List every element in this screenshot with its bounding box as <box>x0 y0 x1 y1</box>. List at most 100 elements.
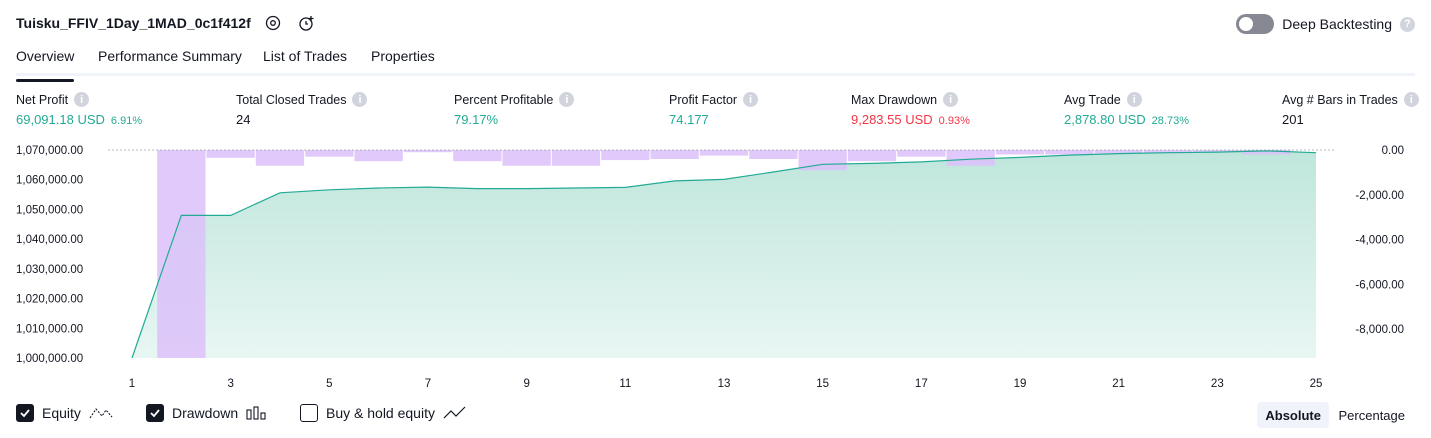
equity-area <box>132 150 1316 358</box>
x-tick-label: 13 <box>718 378 731 390</box>
drawdown-bar <box>305 150 354 157</box>
x-tick-label: 11 <box>619 378 631 390</box>
tab-list-of-trades[interactable]: List of Trades <box>263 48 348 64</box>
stats-row: Net Profit i 69,091.18 USD 6.91% Total Clo… <box>16 92 1419 132</box>
y-left-tick-label: 1,050,000.00 <box>16 204 83 216</box>
x-tick-label: 9 <box>523 378 529 390</box>
equity-line-icon <box>89 408 113 419</box>
y-right-tick-label: -6,000.00 <box>1355 279 1404 291</box>
checkbox-drawdown[interactable] <box>146 404 164 422</box>
x-tick-label: 21 <box>1112 378 1125 390</box>
x-tick-label: 25 <box>1310 378 1323 390</box>
drawdown-bar <box>847 150 897 162</box>
tab-performance-summary[interactable]: Performance Summary <box>98 48 242 64</box>
info-icon[interactable]: i <box>559 92 575 107</box>
y-left-tick-label: 1,000,000.00 <box>16 353 83 365</box>
info-icon[interactable]: i <box>74 92 90 107</box>
stat-avg-bars: Avg # Bars in Trades i 201 <box>1282 92 1419 127</box>
drawdown-bar <box>1242 150 1291 155</box>
help-icon[interactable]: ? <box>1400 16 1415 32</box>
stat-percent: 28.73% <box>1151 115 1189 127</box>
y-left-tick-label: 1,020,000.00 <box>16 294 83 306</box>
x-tick-label: 5 <box>326 378 332 390</box>
legend-label: Buy & hold equity <box>326 405 435 421</box>
stat-percent: 6.91% <box>110 115 143 127</box>
x-tick-label: 15 <box>816 378 829 390</box>
stat-value: 74.177 <box>669 112 709 127</box>
legend-label: Equity <box>42 405 81 421</box>
drawdown-bar <box>749 150 798 159</box>
stat-value: 79.17% <box>454 112 499 127</box>
legend-drawdown[interactable]: Drawdown <box>146 404 268 422</box>
x-tick-label: 17 <box>915 378 928 390</box>
percentage-button[interactable]: Percentage <box>1338 407 1406 423</box>
y-right-tick-label: 0.00 <box>1382 145 1404 157</box>
info-icon[interactable]: i <box>1126 92 1142 107</box>
stat-value: 24 <box>236 112 251 127</box>
info-icon[interactable]: i <box>1403 92 1419 107</box>
line-chart-icon <box>443 406 466 419</box>
strategy-title: Tuisku_FFIV_1Day_1MAD_0c1f412f <box>16 15 251 31</box>
tab-properties[interactable]: Properties <box>371 48 435 64</box>
equity-line <box>131 150 1317 359</box>
drawdown-bar <box>946 150 995 166</box>
bar-chart-icon <box>246 406 266 420</box>
drawdown-bar <box>354 150 403 162</box>
info-icon[interactable]: i <box>943 92 959 107</box>
info-icon[interactable]: i <box>352 92 368 107</box>
stat-value: 9,283.55 USD <box>851 112 933 127</box>
stat-value: 69,091.18 USD <box>16 112 105 127</box>
deep-backtesting-toggle[interactable] <box>1236 14 1275 34</box>
strategy-header: Tuisku_FFIV_1Day_1MAD_0c1f412f Deep Back… <box>16 12 1415 36</box>
alarm-add-icon[interactable] <box>296 12 318 34</box>
stat-net-profit: Net Profit i 69,091.18 USD 6.91% <box>16 92 142 127</box>
drawdown-bar <box>453 150 502 162</box>
stat-value: 201 <box>1282 112 1304 127</box>
drawdown-bar <box>650 150 699 159</box>
y-left-tick-label: 1,030,000.00 <box>16 264 83 276</box>
stat-max-drawdown: Max Drawdown i 9,283.55 USD 0.93% <box>851 92 970 127</box>
y-left-tick-label: 1,070,000.00 <box>16 145 83 157</box>
stat-percent-profitable: Percent Profitable i 79.17% <box>454 92 575 127</box>
stat-label: Percent Profitable <box>454 92 554 107</box>
stat-label: Profit Factor <box>669 92 738 107</box>
x-tick-label: 23 <box>1211 378 1224 390</box>
stat-label: Max Drawdown <box>851 92 938 107</box>
drawdown-bar <box>403 150 453 153</box>
tab-overview[interactable]: Overview <box>16 48 75 82</box>
settings-icon[interactable] <box>262 12 284 34</box>
drawdown-bar <box>798 150 847 171</box>
y-left-tick-label: 1,040,000.00 <box>16 234 83 246</box>
y-left-tick-label: 1,060,000.00 <box>16 175 83 187</box>
legend-buy-hold[interactable]: Buy & hold equity <box>300 404 467 422</box>
stat-label: Avg # Bars in Trades <box>1282 92 1398 107</box>
legend-label: Drawdown <box>172 405 239 421</box>
y-right-tick-label: -8,000.00 <box>1355 324 1404 336</box>
drawdown-bar <box>995 150 1045 155</box>
report-tabs: Overview Performance Summary List of Tra… <box>16 44 1415 82</box>
stat-profit-factor: Profit Factor i 74.177 <box>669 92 759 127</box>
stat-value: 2,878.80 USD <box>1064 112 1146 127</box>
x-tick-label: 1 <box>129 378 135 390</box>
y-left-tick-label: 1,010,000.00 <box>16 323 83 335</box>
legend-equity[interactable]: Equity <box>16 404 113 422</box>
stat-label: Net Profit <box>16 92 69 107</box>
x-tick-label: 19 <box>1014 378 1027 390</box>
checkbox-equity[interactable] <box>16 404 34 422</box>
checkbox-buy-hold[interactable] <box>300 404 318 422</box>
stat-avg-trade: Avg Trade i 2,878.80 USD 28.73% <box>1064 92 1189 127</box>
absolute-button[interactable]: Absolute <box>1257 402 1329 428</box>
drawdown-bar <box>601 150 650 161</box>
drawdown-bar <box>1094 150 1143 154</box>
drawdown-bar <box>1045 150 1094 155</box>
drawdown-bar <box>157 150 206 358</box>
stat-label: Total Closed Trades <box>236 92 347 107</box>
drawdown-bar <box>1143 150 1193 154</box>
drawdown-bar <box>206 150 255 158</box>
stat-label: Avg Trade <box>1064 92 1121 107</box>
info-icon[interactable]: i <box>743 92 759 107</box>
equity-drawdown-chart[interactable]: 1,070,000.00 1,060,000.00 1,050,000.00 1,04… <box>0 138 1431 398</box>
chart-legend: Equity Drawdown Buy & hold equity Absolu… <box>16 402 1415 428</box>
y-right-tick-label: -2,000.00 <box>1355 190 1404 202</box>
drawdown-bar <box>699 150 749 156</box>
